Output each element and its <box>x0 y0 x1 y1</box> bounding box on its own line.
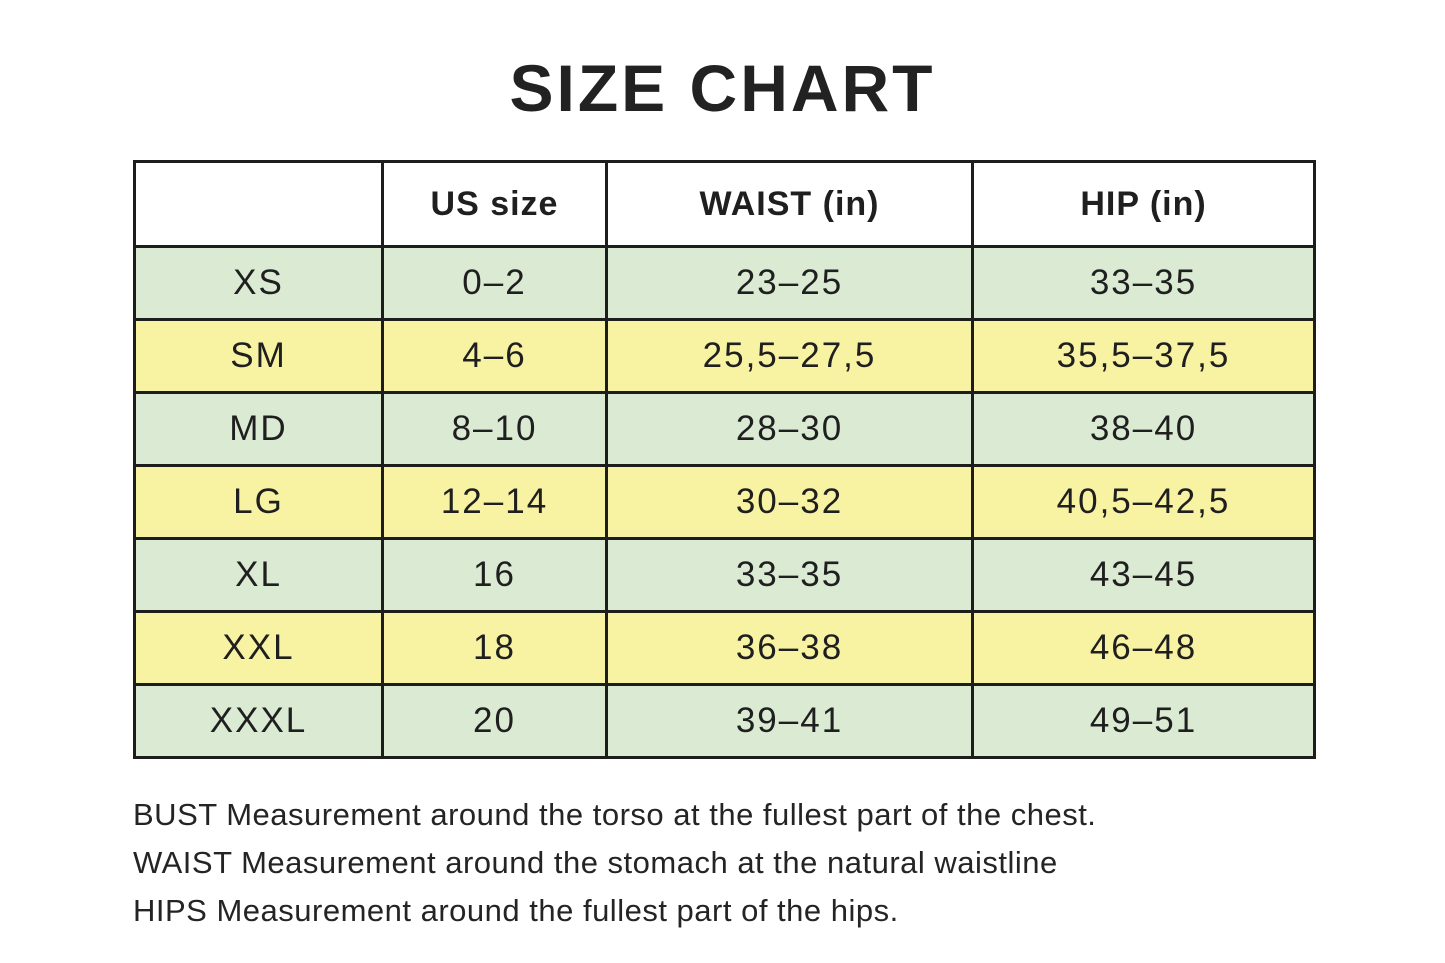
note-bust: BUST Measurement around the torso at the… <box>133 797 1097 832</box>
size-label-cell: LG <box>133 464 384 540</box>
size-label-cell: XS <box>133 245 384 321</box>
waist-cell: 39–41 <box>605 683 974 759</box>
table-row-lg: LG 12–14 30–32 40,5–42,5 <box>133 464 1316 540</box>
us-size-cell: 0–2 <box>381 245 608 321</box>
us-size-cell: 12–14 <box>381 464 608 540</box>
column-header-waist: WAIST (in) <box>605 160 974 248</box>
table-header-row: US size WAIST (in) HIP (in) <box>133 160 1316 248</box>
us-size-cell: 8–10 <box>381 391 608 467</box>
table-row-xxl: XXL 18 36–38 46–48 <box>133 610 1316 686</box>
table-row-xs: XS 0–2 23–25 33–35 <box>133 245 1316 321</box>
table-row-xl: XL 16 33–35 43–45 <box>133 537 1316 613</box>
note-hips: HIPS Measurement around the fullest part… <box>133 893 899 928</box>
us-size-cell: 4–6 <box>381 318 608 394</box>
corner-cell <box>133 160 384 248</box>
hip-cell: 49–51 <box>971 683 1316 759</box>
waist-cell: 33–35 <box>605 537 974 613</box>
note-waist: WAIST Measurement around the stomach at … <box>133 845 1058 880</box>
table-row-sm: SM 4–6 25,5–27,5 35,5–37,5 <box>133 318 1316 394</box>
table-row-xxxl: XXXL 20 39–41 49–51 <box>133 683 1316 759</box>
hip-cell: 35,5–37,5 <box>971 318 1316 394</box>
hip-cell: 43–45 <box>971 537 1316 613</box>
waist-cell: 23–25 <box>605 245 974 321</box>
us-size-cell: 18 <box>381 610 608 686</box>
waist-cell: 28–30 <box>605 391 974 467</box>
us-size-cell: 16 <box>381 537 608 613</box>
us-size-cell: 20 <box>381 683 608 759</box>
hip-cell: 38–40 <box>971 391 1316 467</box>
size-label-cell: SM <box>133 318 384 394</box>
size-label-cell: MD <box>133 391 384 467</box>
waist-cell: 30–32 <box>605 464 974 540</box>
size-label-cell: XL <box>133 537 384 613</box>
waist-cell: 36–38 <box>605 610 974 686</box>
size-chart-table: US size WAIST (in) HIP (in) XS 0–2 23–25… <box>133 160 1316 759</box>
page-title: SIZE CHART <box>509 51 936 125</box>
measurement-notes: BUST Measurement around the torso at the… <box>133 791 1445 935</box>
hip-cell: 33–35 <box>971 245 1316 321</box>
size-label-cell: XXXL <box>133 683 384 759</box>
table-row-md: MD 8–10 28–30 38–40 <box>133 391 1316 467</box>
column-header-hip: HIP (in) <box>971 160 1316 248</box>
size-label-cell: XXL <box>133 610 384 686</box>
hip-cell: 46–48 <box>971 610 1316 686</box>
column-header-us-size: US size <box>381 160 608 248</box>
hip-cell: 40,5–42,5 <box>971 464 1316 540</box>
waist-cell: 25,5–27,5 <box>605 318 974 394</box>
